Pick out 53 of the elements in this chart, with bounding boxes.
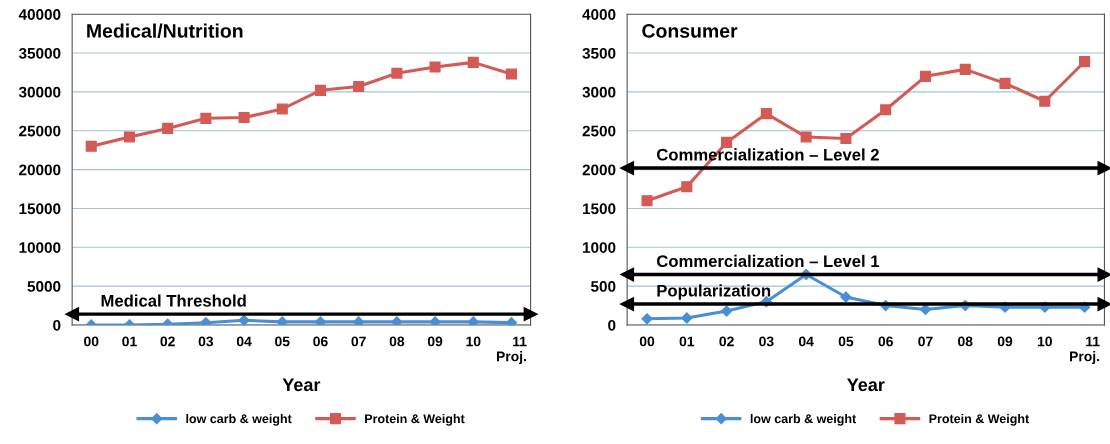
- x-tick-label: 07: [918, 336, 933, 347]
- x-tick-label: 11 Proj.: [496, 336, 527, 365]
- x-axis-title: Year: [847, 378, 885, 392]
- x-tick-label: 06: [313, 336, 328, 347]
- x-tick-label: 02: [719, 336, 734, 347]
- x-tick-label: 04: [798, 336, 814, 347]
- ref-line-label: Medical Threshold: [101, 294, 246, 307]
- x-tick-label: 09: [997, 336, 1013, 347]
- y-tick-label: 3500: [582, 47, 616, 59]
- ref-line-label: Popularization: [657, 284, 771, 300]
- x-tick-label: 11 Proj.: [1070, 336, 1100, 365]
- y-tick-label: 35000: [18, 47, 61, 59]
- y-tick-label: 1000: [583, 242, 616, 253]
- y-tick-label: 500: [591, 281, 616, 292]
- x-tick-label: 10: [1037, 336, 1052, 347]
- y-tick-label: 5000: [27, 281, 61, 292]
- x-tick-label: 00: [639, 336, 655, 347]
- y-tick-label: 25000: [19, 125, 61, 137]
- x-tick-label: 00: [84, 336, 99, 347]
- chart-title: Medical/Nutrition: [87, 23, 243, 39]
- x-tick-label: 02: [160, 336, 175, 347]
- y-tick-label: 2500: [582, 125, 616, 137]
- y-tick-label: 20000: [19, 164, 61, 176]
- legend-label: low carb & weight: [750, 413, 857, 426]
- x-tick-label: 03: [198, 336, 214, 347]
- x-tick-label: 04: [236, 336, 252, 347]
- chart-title: Consumer: [642, 24, 738, 38]
- y-tick-label: 0: [53, 319, 61, 331]
- x-tick-label: 07: [351, 336, 366, 347]
- legend-label: low carb & weight: [186, 413, 292, 426]
- ref-line-label: Commercialization – Level 1: [656, 254, 880, 268]
- x-tick-label: 05: [275, 336, 290, 347]
- legend-label: Protein & Weight: [365, 413, 465, 426]
- y-tick-label: 1500: [583, 203, 616, 215]
- x-tick-label: 03: [759, 336, 774, 347]
- x-tick-label: 05: [838, 336, 854, 347]
- y-tick-label: 40000: [18, 9, 61, 20]
- x-tick-label: 10: [466, 336, 481, 347]
- x-tick-label: 01: [679, 336, 695, 347]
- y-tick-label: 2000: [582, 164, 616, 176]
- y-tick-label: 3000: [582, 86, 616, 98]
- x-tick-label: 01: [122, 336, 137, 347]
- x-tick-label: 08: [389, 336, 405, 347]
- x-tick-label: 08: [958, 336, 973, 347]
- y-tick-label: 10000: [19, 242, 61, 253]
- x-tick-label: 09: [427, 336, 443, 347]
- y-tick-label: 0: [608, 319, 616, 331]
- y-tick-label: 4000: [582, 9, 616, 20]
- x-axis-title: Year: [282, 378, 321, 392]
- y-tick-label: 30000: [18, 86, 61, 98]
- x-tick-label: 06: [878, 336, 893, 347]
- legend-label: Protein & Weight: [929, 413, 1030, 426]
- y-tick-label: 15000: [19, 203, 61, 215]
